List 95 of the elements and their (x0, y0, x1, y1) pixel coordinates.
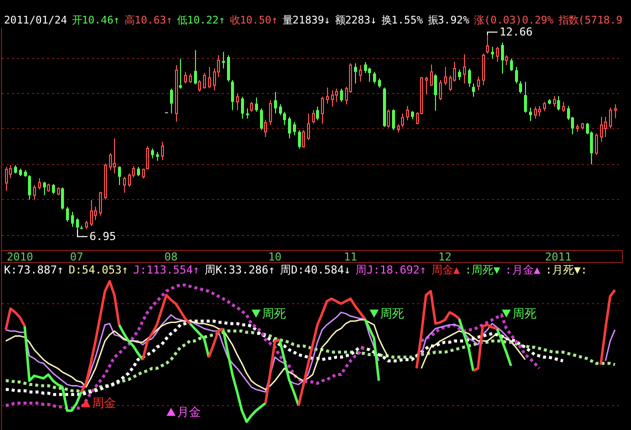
text: 低10.22↑ (177, 14, 226, 26)
candlestick (543, 101, 546, 112)
candlestick (397, 124, 400, 134)
candlestick (47, 183, 50, 192)
text: 额2283↓ (335, 14, 377, 26)
x-tick-label: 11 (344, 250, 358, 264)
series-label: 周金 (92, 396, 116, 410)
candlestick (359, 64, 362, 82)
text: 换1.55% (381, 14, 424, 26)
candlestick (302, 130, 305, 148)
candlestick (99, 191, 102, 216)
x-tick-label: 2011 (545, 250, 572, 264)
candlestick (576, 124, 579, 132)
candlestick (146, 146, 149, 170)
candlestick (104, 163, 107, 200)
candlestick (208, 66, 211, 88)
text: 2011/01/24 (4, 14, 68, 26)
series-label: 月金 (177, 404, 202, 419)
candlestick (85, 220, 88, 230)
candlestick (595, 133, 598, 156)
x-tick-label: 12 (438, 250, 452, 264)
text: 指数(5718.9 (557, 14, 622, 26)
candlestick (198, 80, 201, 92)
text: 周金▲ (431, 264, 460, 276)
candlestick (439, 80, 442, 101)
text: K:73.887↑ (4, 264, 64, 276)
candlestick (562, 101, 565, 112)
candlestick (604, 116, 607, 138)
candlestick (505, 54, 508, 66)
text: 开10.46↑ (72, 14, 120, 26)
candlestick (236, 92, 239, 111)
candlestick (307, 112, 310, 141)
candlestick (264, 120, 267, 138)
x-tick-label: 07 (70, 250, 84, 264)
candlestick (179, 58, 182, 89)
candlestick (321, 96, 324, 124)
candlestick (203, 72, 206, 90)
candlestick (463, 54, 466, 84)
candlestick (142, 168, 145, 180)
candlestick (406, 105, 409, 121)
candlestick (161, 141, 164, 161)
text: 涨(0.03)0.29% (474, 14, 554, 26)
candlestick (5, 166, 8, 192)
candlestick (425, 76, 428, 95)
candlestick (123, 176, 126, 194)
text: 振3.92% (428, 14, 470, 26)
candlestick (189, 73, 192, 84)
candlestick (222, 52, 225, 69)
candlestick (175, 64, 178, 122)
candlestick (581, 122, 584, 130)
text: 收10.50↑ (230, 14, 278, 26)
candlestick (250, 101, 253, 112)
candlestick (326, 87, 329, 104)
candlestick (600, 116, 603, 142)
candlestick (609, 107, 612, 129)
candlestick (38, 178, 41, 190)
text: 12.66 (500, 26, 533, 39)
candlestick (496, 46, 499, 62)
text: :周死▼ (464, 264, 501, 276)
candlestick (401, 112, 404, 128)
text: 量21839↓ (282, 14, 330, 26)
series-label: 周死 (262, 306, 286, 321)
candlestick (57, 186, 60, 196)
candlestick (534, 106, 537, 120)
candlestick (486, 34, 489, 54)
candlestick (477, 76, 480, 91)
text: :月死▼: (545, 264, 588, 276)
x-tick-label: 08 (164, 250, 178, 264)
text: D:54.053↑ (68, 264, 128, 276)
text: 高10.63↑ (124, 14, 172, 26)
candlestick (444, 66, 447, 86)
text: 周死 (380, 306, 404, 321)
candlestick (33, 184, 36, 200)
candlestick (269, 100, 272, 126)
x-tick-label: 10 (268, 250, 282, 264)
text: :月金▲ (505, 264, 541, 276)
candlestick (553, 96, 556, 108)
candlestick (113, 138, 116, 174)
candlestick (90, 199, 93, 227)
text: J:113.554↑ (133, 264, 200, 276)
text: 6.95 (90, 230, 116, 244)
text: 周D:40.584↓ (280, 264, 351, 276)
text: 周K:33.286↑ (204, 264, 276, 276)
candlestick (614, 104, 617, 119)
candlestick (331, 90, 334, 108)
text: 周J:18.692↑ (356, 264, 426, 276)
candlestick (312, 110, 315, 124)
candlestick (430, 64, 433, 86)
candlestick (482, 53, 485, 86)
candlestick (538, 105, 541, 117)
candlestick (335, 88, 338, 102)
candlestick (184, 71, 187, 84)
candlestick (387, 108, 390, 128)
text: 周死 (512, 306, 536, 321)
x-tick-label: 2010 (6, 250, 34, 264)
